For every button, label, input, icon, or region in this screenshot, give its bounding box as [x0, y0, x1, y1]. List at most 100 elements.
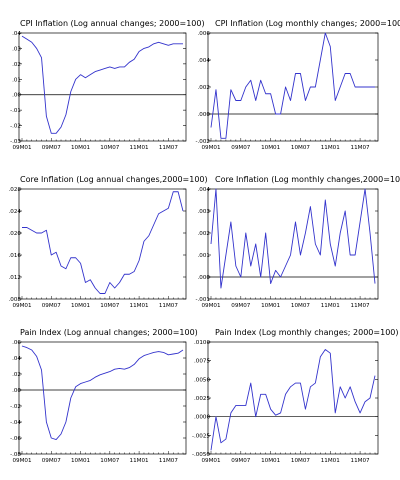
x-tick-label: 10M07 [291, 303, 311, 309]
y-tick-label: .04 [12, 356, 21, 362]
plot-frame [18, 32, 187, 142]
chart-title: CPI Inflation (Log monthly changes; 2000… [215, 19, 400, 28]
x-tick-label: 11M01 [321, 145, 341, 151]
y-tick-label: .028 [9, 187, 22, 193]
y-tick-label: .003 [198, 209, 211, 215]
chart-panel-6: Pain Index (Log monthly changes; 2000=10… [192, 328, 399, 464]
chart-title: CPI Inflation (Log annual changes; 2000=… [20, 19, 205, 28]
y-tick-label: .03 [12, 46, 21, 52]
y-tick-label: .024 [9, 209, 22, 215]
y-tick-label: .006 [198, 31, 211, 37]
y-tick-label: .0050 [194, 377, 210, 383]
y-tick-label: .000 [198, 112, 211, 118]
chart-panel-3: Core Inflation (Log annual changes,2000=… [9, 175, 208, 309]
x-tick-label: 09M01 [12, 303, 32, 309]
chart-title: Core Inflation (Log monthly changes,2000… [215, 175, 400, 184]
chart-title: Core Inflation (Log annual changes,2000=… [20, 175, 208, 184]
plot-frame [18, 341, 187, 455]
x-tick-label: 10M07 [100, 303, 120, 309]
y-tick-label: .002 [198, 85, 210, 91]
x-tick-label: 11M07 [351, 458, 371, 464]
y-tick-label: .02 [12, 62, 21, 68]
series-line-1 [21, 35, 183, 134]
x-tick-label: 11M07 [351, 145, 371, 151]
y-tick-label: .016 [9, 253, 22, 259]
x-tick-label: 09M07 [42, 303, 62, 309]
series-line-1 [21, 345, 184, 441]
plot-frame [207, 341, 379, 455]
y-tick-label: -.06 [10, 436, 21, 442]
y-tick-label: -.002 [196, 139, 210, 145]
y-tick-label: .00 [12, 93, 21, 99]
y-tick-label: .01 [12, 77, 21, 83]
chart-panel-2: CPI Inflation (Log monthly changes; 2000… [196, 19, 400, 151]
x-tick-label: 10M01 [261, 458, 281, 464]
x-tick-label: 10M01 [71, 145, 91, 151]
x-tick-label: 10M01 [261, 303, 281, 309]
x-tick-label: 11M01 [130, 303, 150, 309]
plot-frame [207, 188, 379, 300]
x-tick-label: 11M01 [321, 458, 341, 464]
x-tick-label: 11M07 [351, 303, 371, 309]
y-tick-label: -.04 [10, 420, 21, 426]
chart-panel-5: Pain Index (Log annual changes; 2000=100… [10, 328, 198, 464]
y-tick-label: .004 [198, 58, 211, 64]
y-tick-label: -.02 [10, 404, 21, 410]
x-tick-label: 09M07 [42, 458, 62, 464]
x-tick-label: 10M07 [100, 145, 120, 151]
y-tick-label: .0025 [194, 396, 210, 402]
y-tick-label: -.02 [10, 124, 21, 130]
chart-title: Pain Index (Log monthly changes; 2000=10… [215, 328, 399, 337]
y-tick-label: -.08 [10, 452, 21, 458]
y-tick-label: .0075 [194, 359, 210, 365]
x-tick-label: 11M07 [159, 145, 179, 151]
x-tick-label: 10M07 [100, 458, 120, 464]
y-tick-label: .012 [9, 275, 21, 281]
series-line-1 [210, 188, 376, 289]
x-tick-label: 10M01 [71, 458, 91, 464]
plot-frame [18, 188, 187, 300]
y-tick-label: -.0050 [192, 452, 210, 458]
x-tick-label: 09M01 [12, 145, 32, 151]
y-tick-label: .06 [12, 340, 21, 346]
y-tick-label: .020 [9, 231, 22, 237]
y-tick-label: .004 [198, 187, 211, 193]
x-tick-label: 09M07 [231, 145, 251, 151]
chart-panel-1: CPI Inflation (Log annual changes; 2000=… [10, 19, 205, 151]
y-tick-label: .04 [12, 31, 21, 37]
y-tick-label: .001 [198, 253, 211, 259]
y-tick-label: -.0025 [192, 433, 210, 439]
x-tick-label: 11M01 [321, 303, 341, 309]
y-tick-label: .008 [9, 297, 22, 303]
chart-panel-4: Core Inflation (Log monthly changes,2000… [196, 175, 400, 309]
x-tick-label: 10M07 [291, 145, 311, 151]
x-tick-label: 10M07 [291, 458, 311, 464]
x-tick-label: 09M01 [201, 458, 221, 464]
x-tick-label: 09M07 [231, 303, 251, 309]
chart-title: Pain Index (Log annual changes; 2000=100… [20, 328, 198, 337]
x-tick-label: 09M07 [42, 145, 62, 151]
x-tick-label: 10M01 [261, 145, 281, 151]
x-tick-label: 10M01 [71, 303, 91, 309]
series-line-1 [210, 349, 376, 451]
y-tick-label: -.03 [10, 139, 21, 145]
y-tick-label: -.001 [196, 297, 211, 303]
y-tick-label: .0100 [194, 340, 210, 346]
y-tick-label: .0000 [194, 415, 210, 421]
series-line-1 [210, 32, 375, 139]
x-tick-label: 09M01 [201, 303, 221, 309]
y-tick-label: .02 [12, 372, 21, 378]
x-tick-label: 11M01 [130, 145, 150, 151]
y-tick-label: -.01 [10, 108, 21, 114]
y-tick-label: .002 [198, 231, 210, 237]
x-tick-label: 11M07 [159, 303, 179, 309]
x-tick-label: 09M01 [201, 145, 221, 151]
x-tick-label: 11M01 [130, 458, 150, 464]
series-line-1 [22, 191, 184, 294]
x-tick-label: 09M07 [231, 458, 251, 464]
x-tick-label: 11M07 [159, 458, 179, 464]
x-tick-label: 09M01 [12, 458, 32, 464]
y-tick-label: .00 [12, 388, 21, 394]
y-tick-label: .000 [198, 275, 211, 281]
